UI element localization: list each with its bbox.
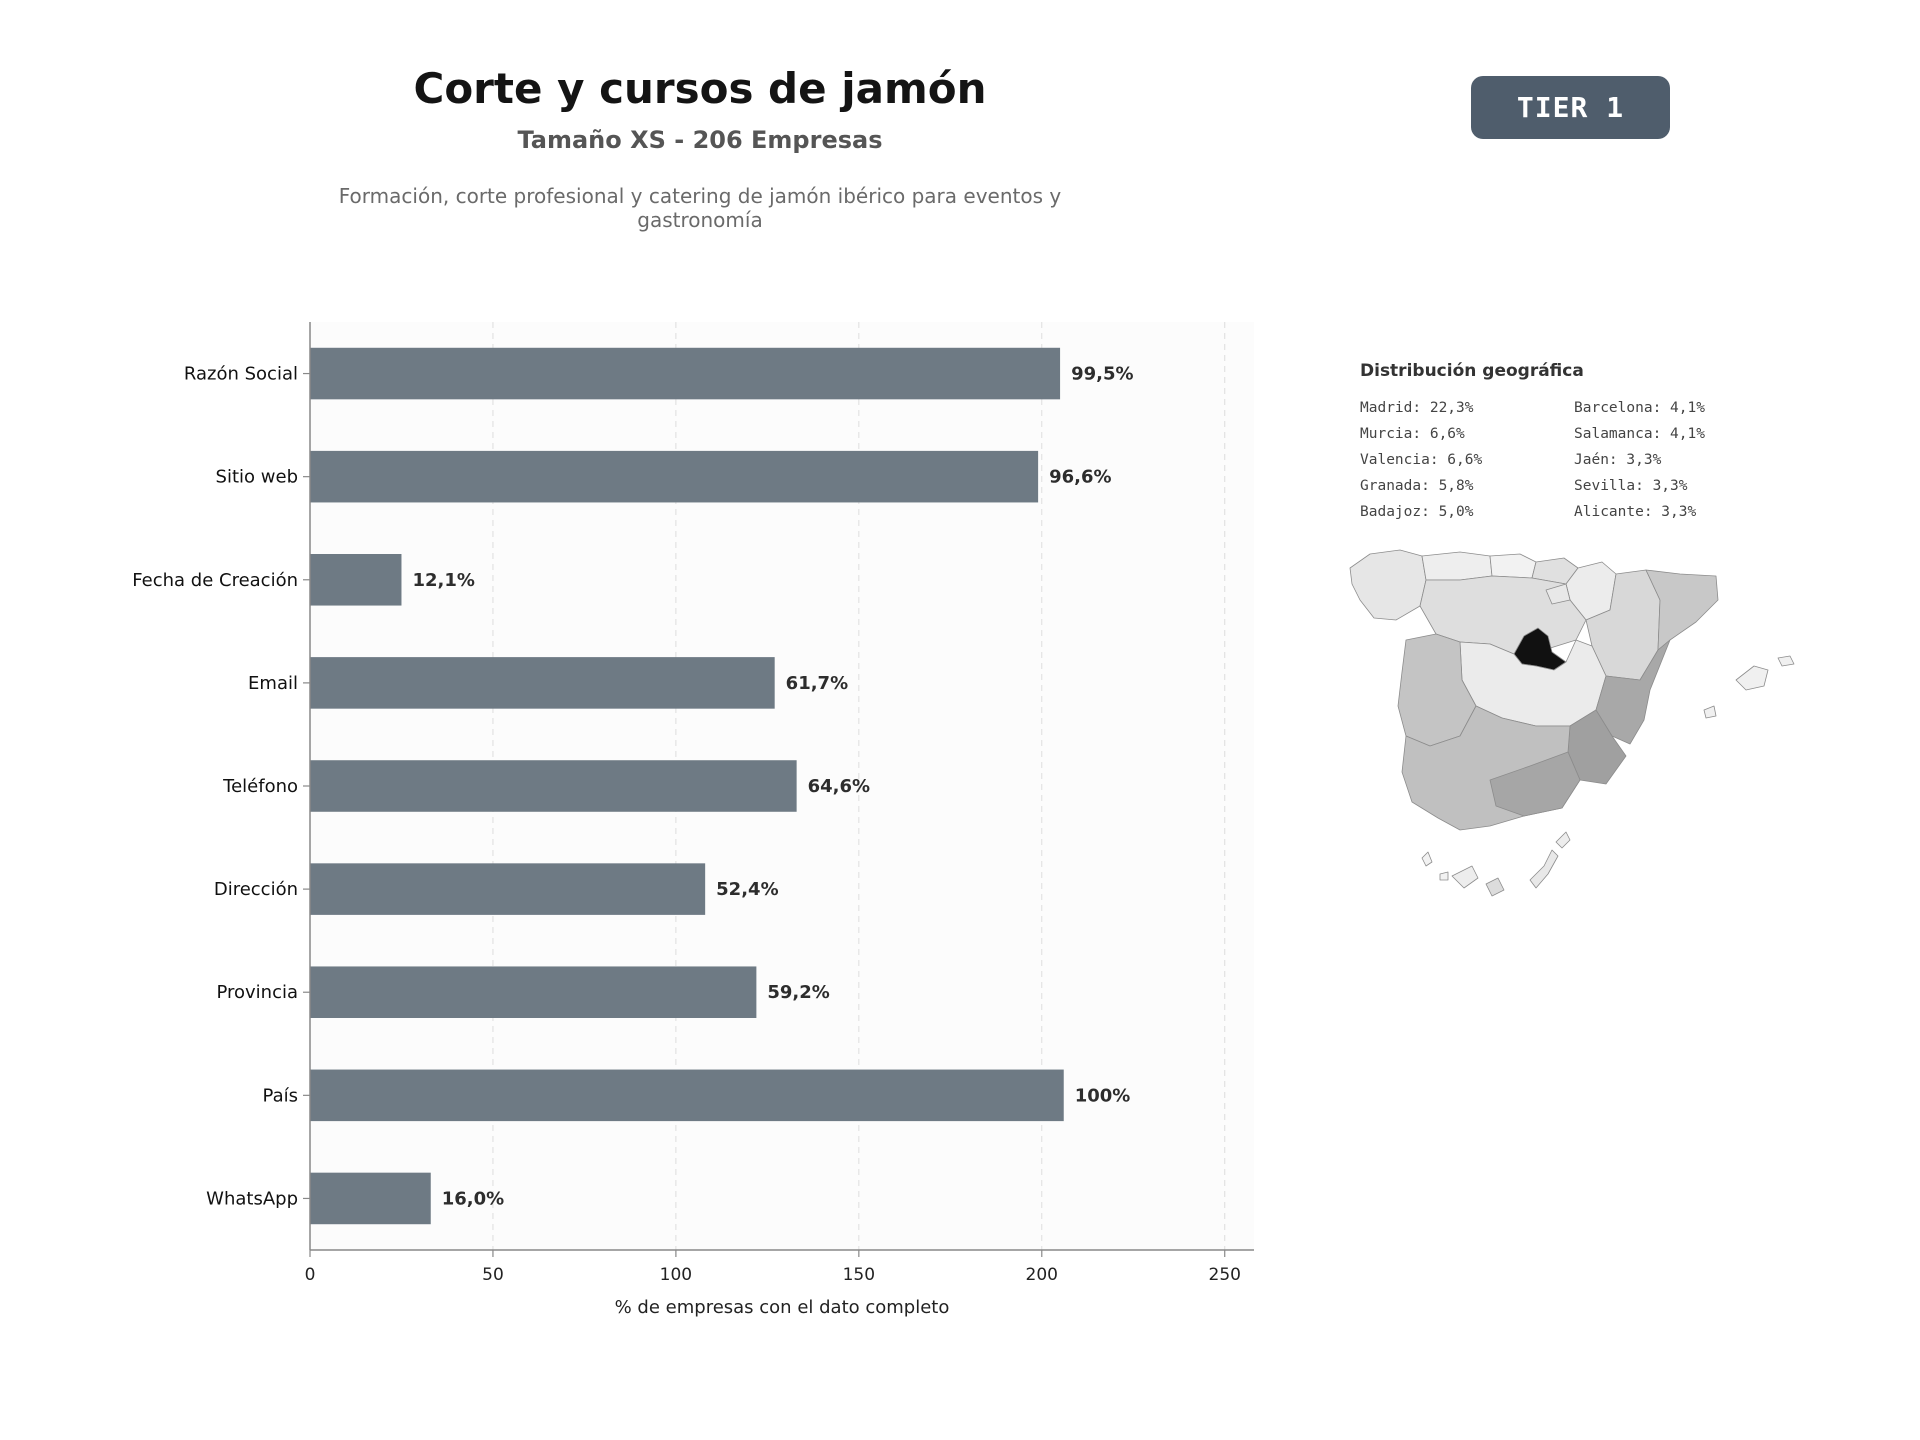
tier-badge: TIER 1 (1471, 76, 1670, 139)
value-label: 59,2% (767, 982, 829, 1003)
geo-item: Badajoz: 5,0% (1360, 504, 1474, 520)
geo-item: Alicante: 3,3% (1574, 504, 1697, 520)
page-title: Corte y cursos de jamón (413, 64, 987, 113)
map-region-canarias-la-palma (1421, 851, 1433, 867)
geo-item: Jaén: 3,3% (1574, 452, 1662, 468)
geo-item: Sevilla: 3,3% (1574, 478, 1688, 494)
value-label: 16,0% (442, 1188, 504, 1209)
y-tick-label: Dirección (214, 879, 298, 900)
map-region-cantabria (1489, 553, 1537, 579)
y-tick-label: Fecha de Creación (132, 570, 298, 591)
map-region-la-rioja (1545, 583, 1571, 605)
y-tick-label: Email (248, 673, 298, 694)
y-tick-labels: Razón Social Sitio web Fecha de Creación Em… (132, 364, 298, 1210)
y-tick-label: Sitio web (216, 467, 298, 488)
geo-distribution-list: Madrid: 22,3% Barcelona: 4,1% Murcia: 6,… (1360, 398, 1740, 522)
map-region-asturias (1421, 551, 1493, 581)
geo-item: Madrid: 22,3% (1360, 400, 1474, 416)
axes (303, 322, 1254, 1257)
map-region-baleares-ibiza (1703, 705, 1717, 719)
value-label: 52,4% (716, 879, 778, 900)
x-tick-label: 50 (482, 1265, 504, 1285)
y-tick-label: Provincia (216, 982, 298, 1003)
x-tick-label: 250 (1209, 1265, 1241, 1285)
value-label: 99,5% (1071, 364, 1133, 385)
spain-choropleth-map (1349, 549, 1795, 897)
bar-chart: Razón Social Sitio web Fecha de Creación Em… (132, 322, 1254, 1318)
bar (310, 966, 757, 1018)
bar (310, 554, 402, 606)
map-region-canarias-gomera (1439, 871, 1449, 881)
page-subtitle: Tamaño XS - 206 Empresas (517, 126, 883, 154)
geo-title: Distribución geográfica (1360, 361, 1584, 381)
map-region-canarias-gran-canaria (1485, 877, 1505, 897)
page-description: Formación, corte profesional y catering … (338, 184, 1062, 232)
value-label: 64,6% (808, 776, 870, 797)
map-region-baleares-mallorca (1735, 665, 1769, 691)
value-label: 12,1% (412, 570, 474, 591)
x-tick-label: 200 (1026, 1265, 1058, 1285)
geo-item: Murcia: 6,6% (1360, 426, 1465, 442)
bar (310, 450, 1039, 503)
bar (310, 760, 797, 812)
value-label: 96,6% (1049, 467, 1111, 488)
x-tick-label: 150 (843, 1265, 875, 1285)
y-tick-label: Razón Social (184, 364, 298, 385)
map-region-jaen-granada (1489, 751, 1581, 817)
map-region-cataluna (1645, 569, 1719, 651)
bar (310, 863, 706, 915)
geo-item: Valencia: 6,6% (1360, 452, 1483, 468)
x-axis-label: % de empresas con el dato completo (615, 1297, 950, 1318)
y-tick-label: Teléfono (222, 776, 298, 797)
bar (310, 1069, 1064, 1122)
geo-item: Barcelona: 4,1% (1574, 400, 1705, 416)
value-label: 100% (1075, 1085, 1131, 1106)
bars (310, 347, 1064, 1225)
x-tick-labels: 0 50 100 150 200 250 (305, 1265, 1241, 1285)
value-labels: 99,5% 96,6% 12,1% 61,7% 64,6% 52,4% 59,2% 100% 1… (412, 364, 1133, 1210)
bar (310, 1172, 431, 1225)
value-label: 61,7% (786, 673, 848, 694)
map-region-canarias-fuerteventura (1529, 849, 1559, 889)
map-region-canarias-tenerife (1451, 865, 1479, 889)
map-region-galicia (1349, 549, 1427, 621)
geo-item: Salamanca: 4,1% (1574, 426, 1705, 442)
y-tick-label: País (263, 1085, 298, 1106)
x-tick-label: 100 (660, 1265, 692, 1285)
geo-item: Granada: 5,8% (1360, 478, 1474, 494)
bar (310, 347, 1061, 400)
map-region-canarias-lanzarote (1555, 831, 1571, 849)
y-tick-label: WhatsApp (206, 1188, 298, 1209)
x-tick-label: 0 (305, 1265, 316, 1285)
bar (310, 657, 775, 709)
map-region-baleares-menorca (1777, 655, 1795, 667)
